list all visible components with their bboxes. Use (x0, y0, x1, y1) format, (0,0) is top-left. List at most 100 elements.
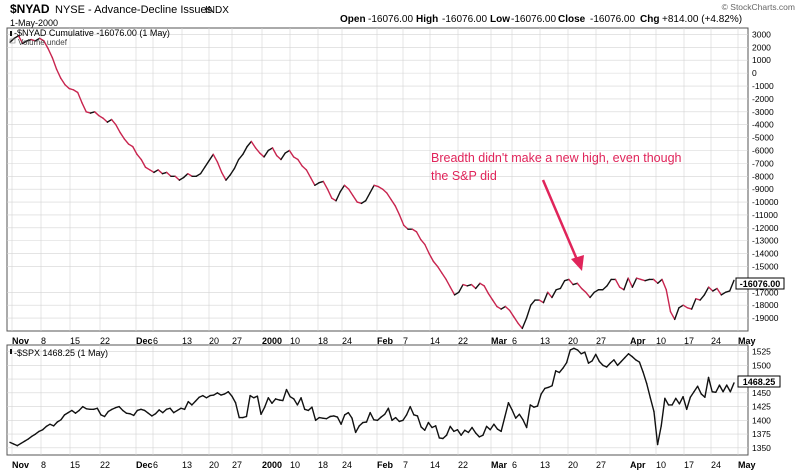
series-segment (445, 425, 451, 436)
x-tick-label: 17 (684, 336, 694, 346)
x-tick-label: Dec (136, 460, 153, 470)
series-segment (627, 353, 633, 358)
series-segment (300, 397, 306, 411)
y-tick-label: -6000 (752, 145, 774, 155)
x-tick-label: 6 (153, 460, 158, 470)
series-segment (591, 353, 597, 362)
series-segment (373, 184, 380, 188)
series-segment (93, 111, 100, 117)
series-segment (513, 316, 519, 324)
series-segment (386, 192, 392, 201)
series-segment (102, 117, 109, 123)
series-segment (322, 180, 329, 190)
y-tick-label: -13000 (752, 236, 779, 246)
x-tick-label: 6 (512, 336, 517, 346)
series-segment (205, 394, 211, 399)
x-tick-label: 6 (512, 460, 517, 470)
series-segment (72, 89, 79, 94)
series-segment (530, 299, 536, 306)
series-segment (157, 169, 164, 175)
close-label: Close (558, 14, 586, 25)
series-segment (471, 426, 477, 434)
x-tick-label: 27 (232, 336, 242, 346)
y-tick-label: -8000 (752, 171, 774, 181)
series-segment (525, 304, 532, 319)
x-tick-label: May (738, 460, 756, 470)
series-segment (249, 394, 255, 399)
series-segment (122, 409, 128, 414)
y-tick-label: -1000 (752, 81, 774, 91)
series-segment (271, 398, 277, 404)
series-segment (640, 278, 646, 282)
x-tick-label: 27 (596, 336, 606, 346)
series-segment (325, 415, 331, 420)
x-tick-label: Feb (377, 336, 394, 346)
x-tick-label: May (738, 336, 756, 346)
series-segment (613, 359, 619, 367)
x-tick-label: 22 (458, 460, 468, 470)
series-segment (216, 392, 222, 396)
series-segment (436, 265, 443, 274)
series-segment (158, 409, 164, 414)
annotation-arrow (541, 179, 580, 263)
series-segment (119, 131, 126, 140)
series-segment (568, 278, 574, 286)
series-segment (565, 349, 571, 364)
series-segment (487, 292, 494, 301)
x-tick-label: Dec (136, 336, 153, 346)
x-tick-label: 7 (403, 460, 408, 470)
spx-gridlines (7, 345, 748, 455)
x-tick-label: 27 (232, 460, 242, 470)
series-segment (620, 356, 626, 363)
series-segment (82, 405, 88, 410)
series-segment (256, 395, 262, 415)
series-segment (403, 224, 409, 230)
series-segment (445, 278, 452, 288)
series-segment (456, 429, 462, 436)
series-segment (517, 322, 524, 330)
series-segment (609, 359, 615, 364)
nyad-last-value: -16076.00 (740, 279, 781, 289)
series-segment (722, 384, 728, 393)
series-segment (216, 161, 223, 174)
series-segment (707, 286, 714, 292)
series-segment (424, 421, 430, 431)
series-segment (267, 397, 273, 404)
series-segment (542, 291, 549, 304)
series-segment (441, 272, 447, 281)
series-segment (199, 166, 206, 175)
series-segment (213, 392, 219, 396)
series-segment (623, 277, 629, 291)
x-tick-label: 18 (318, 460, 328, 470)
series-segment (301, 165, 308, 171)
annotation-line-1: Breadth didn't make a new high, even tho… (431, 151, 682, 165)
series-segment (652, 278, 659, 284)
series-segment (354, 425, 360, 434)
series-segment (482, 425, 488, 436)
series-segment (559, 280, 566, 290)
series-segment (103, 410, 109, 418)
series-segment (34, 430, 40, 435)
x-tick-label: 22 (100, 460, 110, 470)
series-segment (176, 407, 182, 412)
x-tick-label: 15 (70, 460, 80, 470)
series-segment (38, 37, 45, 42)
series-segment (703, 286, 710, 296)
series-segment (616, 360, 622, 367)
series-segment (71, 409, 77, 414)
series-segment (434, 425, 441, 439)
y-tick-label: 1450 (752, 388, 771, 398)
series-segment (30, 38, 37, 42)
series-segment (227, 391, 233, 397)
series-segment (538, 299, 545, 304)
series-segment (42, 425, 48, 431)
x-tick-label: Feb (377, 460, 394, 470)
series-segment (285, 388, 291, 398)
series-segment (515, 413, 521, 419)
series-segment (140, 158, 147, 168)
series-segment (331, 197, 337, 202)
series-segment (635, 277, 642, 281)
series-segment (245, 394, 251, 418)
series-segment (259, 152, 265, 158)
series-segment (602, 285, 608, 291)
